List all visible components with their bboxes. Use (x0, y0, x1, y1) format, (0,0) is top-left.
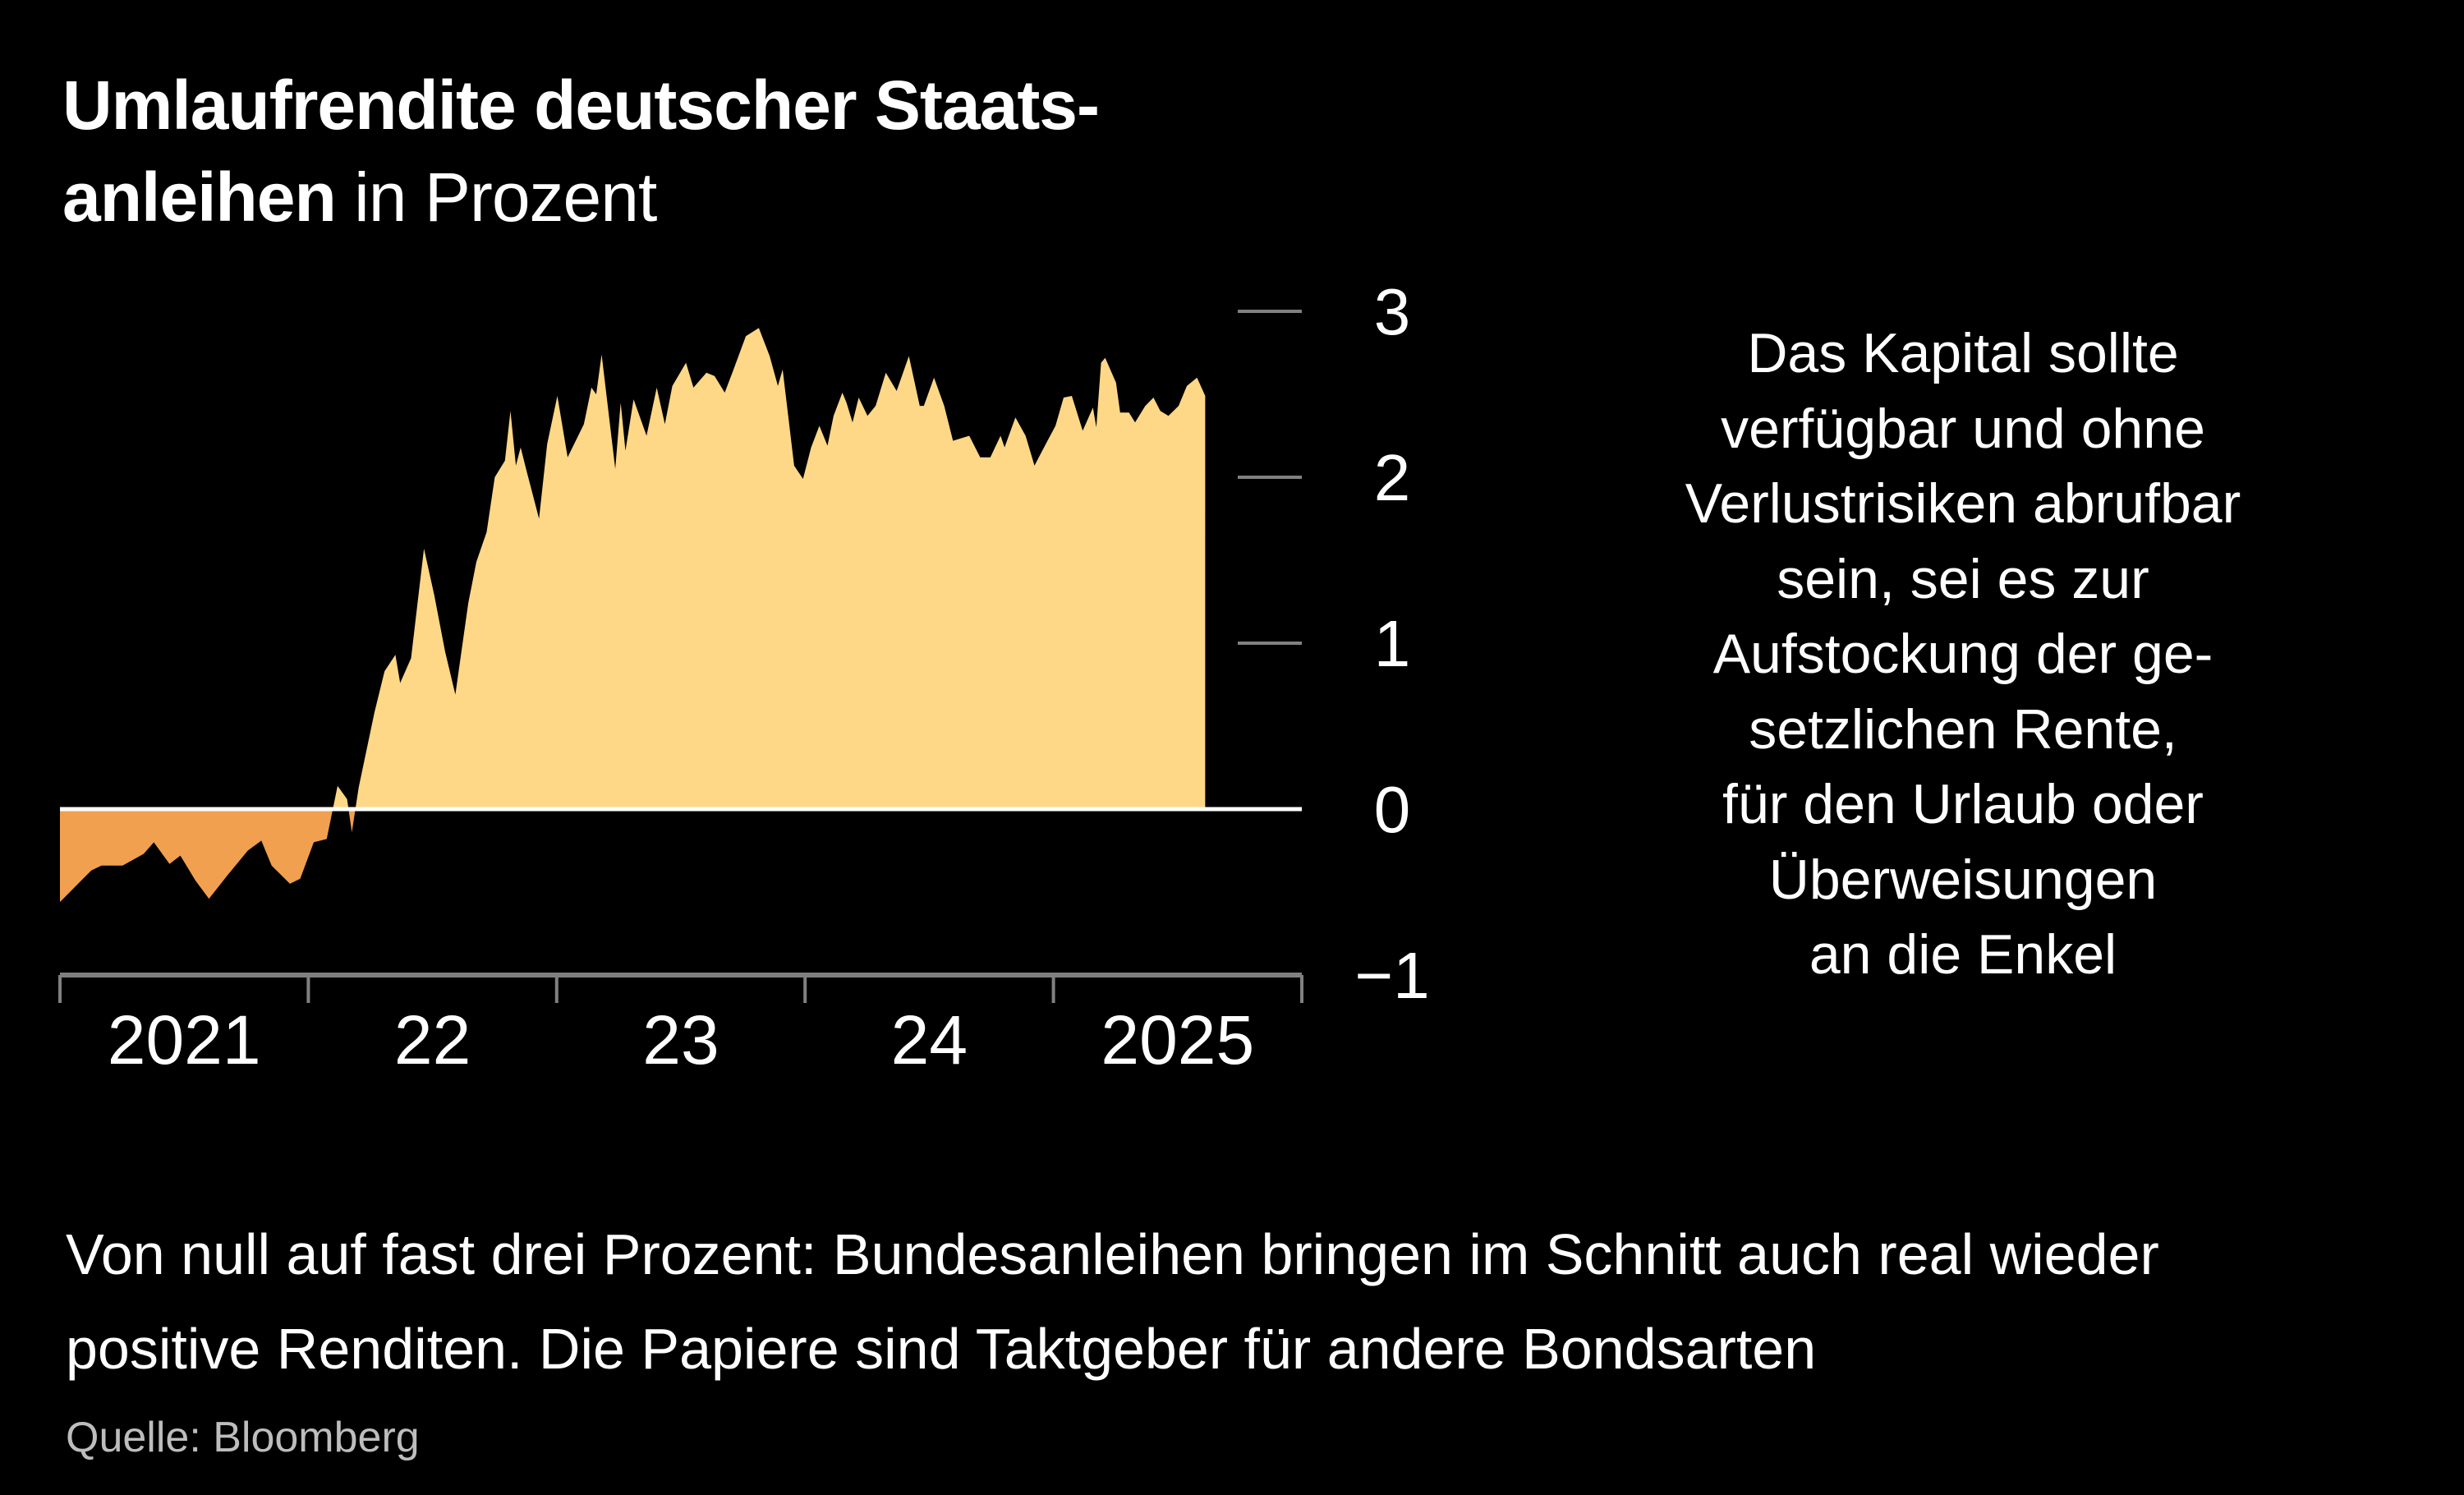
y-tick-label: 2 (1374, 441, 1411, 514)
y-tick-label: 3 (1374, 275, 1411, 348)
annotation-line: für den Urlaub oder (1722, 773, 2204, 835)
chart-title: Umlaufrendite deutscher Staats- anleihen… (62, 59, 1294, 243)
annotation-line: setzlichen Rente, (1749, 697, 2177, 761)
title-unit: in Prozent (354, 159, 657, 236)
annotation-line: Aufstockung der ge- (1712, 623, 2213, 685)
y-tick-label: −1 (1354, 939, 1429, 1012)
negative-yield-area (60, 809, 1206, 903)
caption: Von null auf fast drei Prozent: Bundesan… (66, 1208, 2448, 1396)
y-tick-label: 0 (1374, 773, 1411, 846)
x-tick-label: 24 (891, 1001, 968, 1079)
caption-line: Von null auf fast drei Prozent: Bundesan… (66, 1222, 2159, 1286)
annotation-quote: Das Kapital sollte verfügbar und ohne Ve… (1602, 316, 2324, 993)
x-tick-label: 23 (642, 1001, 719, 1079)
caption-line: positive Renditen. Die Papiere sind Takt… (66, 1317, 1817, 1381)
positive-yield-area (60, 328, 1206, 809)
title-bold: Umlaufrendite deutscher Staats- (62, 67, 1100, 144)
y-tick-label: 1 (1374, 607, 1411, 680)
x-tick-label: 22 (394, 1001, 471, 1079)
annotation-line: verfügbar und ohne (1721, 397, 2205, 460)
x-tick-label: 2021 (108, 1001, 261, 1079)
annotation-line: Verlustrisiken abrufbar (1685, 472, 2241, 535)
annotation-line: Das Kapital sollte (1747, 322, 2179, 384)
source-note: Quelle: Bloomberg (66, 1414, 420, 1461)
annotation-line: sein, sei es zur (1777, 547, 2149, 610)
annotation-line: an die Enkel (1809, 923, 2117, 986)
x-tick-label: 2025 (1101, 1001, 1254, 1079)
annotation-line: Überweisungen (1768, 848, 2158, 911)
title-bold-line2: anleihen (62, 159, 337, 236)
